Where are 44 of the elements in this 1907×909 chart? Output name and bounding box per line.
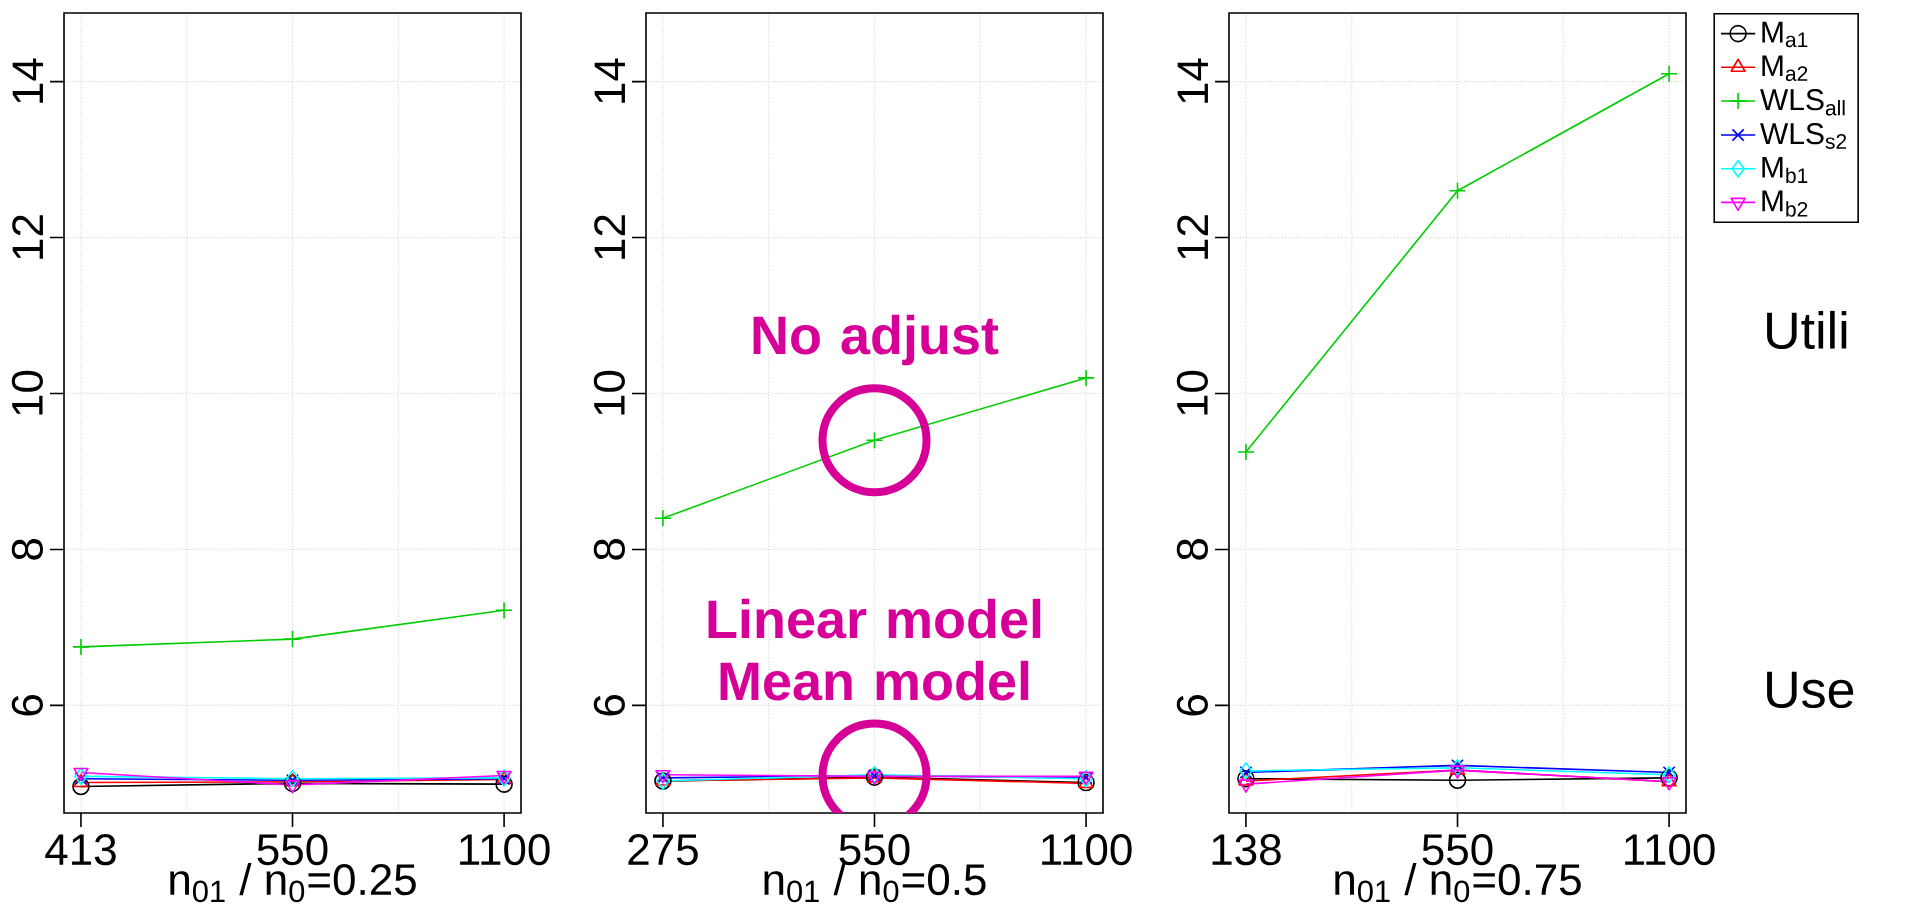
text: Utili — [1767, 310, 1847, 350]
y-tick-label: 10 — [11, 370, 43, 415]
y-tick-label: 12 — [594, 215, 625, 259]
legend-label: WLS$_{all}$ — [1760, 89, 1845, 116]
x-tick-label: 1100 — [1625, 834, 1715, 866]
point — [495, 775, 513, 793]
point — [1662, 765, 1676, 784]
y-tick-label: 8 — [1176, 539, 1208, 560]
legend-label: M$_{a1}$ — [1762, 21, 1808, 48]
y-tick-label: 8 — [593, 539, 625, 560]
point — [1237, 443, 1255, 461]
y-tick-label: 14 — [1177, 58, 1208, 103]
point — [1448, 181, 1467, 200]
y-tick-label: 12 — [1177, 215, 1208, 259]
y-tick-label: 10 — [1176, 370, 1208, 415]
y-tick-label: 14 — [594, 58, 625, 103]
annotation: Linear model Mean model — [708, 598, 1041, 701]
y-tick-label: 6 — [1176, 695, 1208, 716]
y-tick-label: 12 — [12, 215, 43, 259]
legend-label: M$_{b1}$ — [1762, 156, 1808, 184]
annotation: No adjust — [753, 314, 999, 366]
legend-label: M$_{a2}$ — [1762, 55, 1808, 82]
x-tick-label: 1100 — [460, 834, 550, 866]
y-tick-label: 6 — [11, 695, 43, 716]
point — [1662, 765, 1676, 779]
x-tick-label: 275 — [628, 834, 698, 866]
text: Use — [1767, 671, 1854, 709]
y-tick-label: 8 — [11, 539, 43, 560]
point — [654, 509, 672, 528]
y-tick-label: 6 — [593, 695, 625, 716]
y-tick-label: 14 — [12, 58, 43, 103]
x-tick-label: 138 — [1212, 834, 1281, 866]
point — [1660, 65, 1678, 83]
legend-label: M$_{b2}$ — [1762, 190, 1808, 217]
point — [72, 638, 90, 656]
point — [1077, 369, 1095, 387]
point — [865, 431, 884, 450]
y-tick-label: 10 — [593, 370, 625, 415]
point — [283, 630, 302, 648]
x-tick-label: 413 — [45, 834, 116, 866]
point — [495, 601, 513, 620]
x-tick-label: 1100 — [1042, 834, 1132, 866]
point — [1448, 771, 1467, 790]
legend-label: WLS$_{s2}$ — [1760, 123, 1847, 149]
